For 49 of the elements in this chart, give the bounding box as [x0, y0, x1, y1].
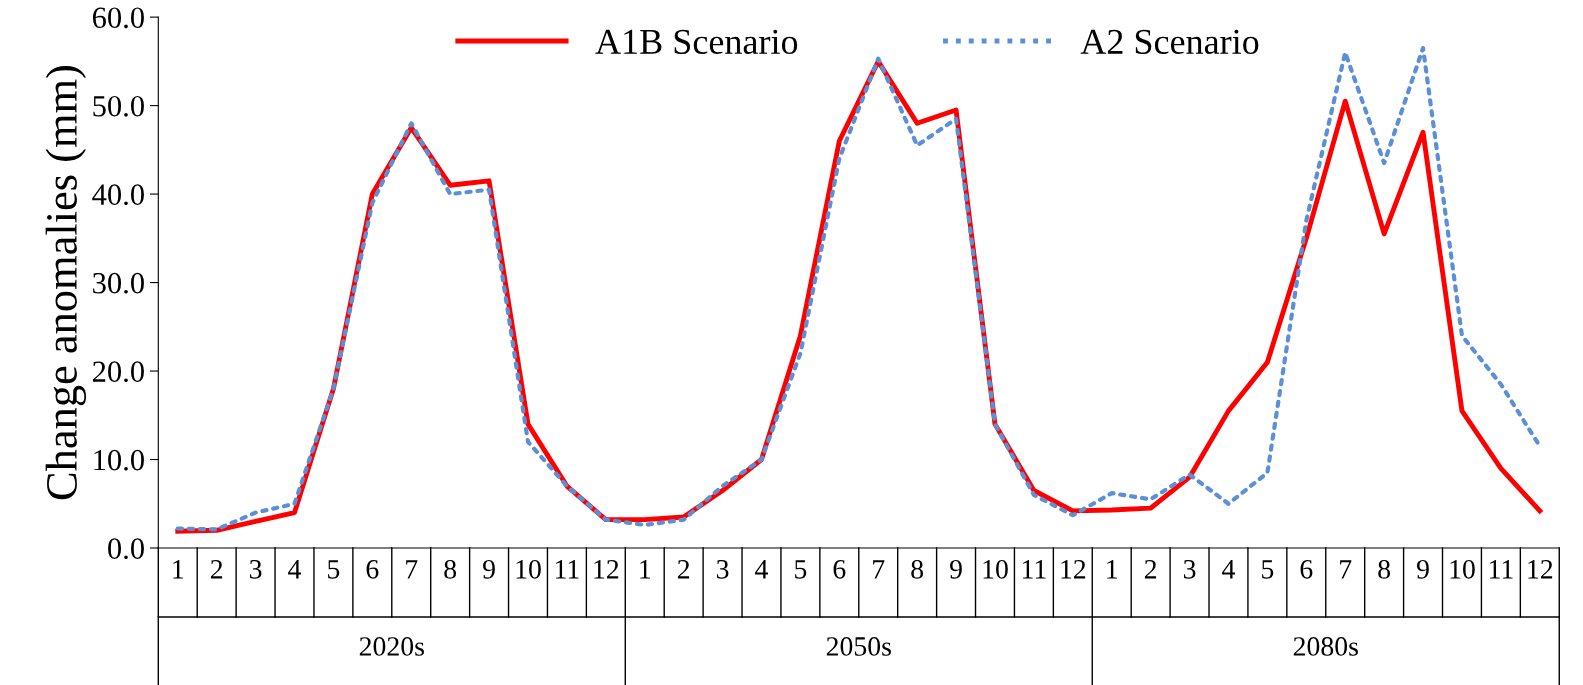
- x-tick-label: 3: [1183, 559, 1196, 579]
- text: 2020s: [359, 637, 424, 656]
- x-tick-label: 9: [950, 559, 962, 579]
- x-tick-label: 8: [911, 559, 924, 579]
- x-tick-label: 10: [1450, 559, 1475, 579]
- x-tick-label: 7: [1340, 560, 1352, 579]
- x-tick-label: 5: [795, 560, 807, 579]
- x-tick-label: 9: [1417, 559, 1429, 579]
- legend-label: A2 Scenario: [1080, 29, 1259, 55]
- y-tick-label: 30.0: [93, 272, 144, 294]
- legend-label: A1B Scenario: [595, 29, 798, 55]
- text: 2050s: [826, 637, 891, 656]
- y-tick-label: 40.0: [92, 184, 144, 206]
- x-tick-label: 12: [1061, 559, 1086, 579]
- y-tick-label: 50.0: [93, 95, 144, 117]
- x-tick-label: 5: [328, 560, 340, 579]
- x-tick-label: 9: [483, 559, 495, 579]
- x-tick-label: 3: [716, 559, 729, 579]
- x-tick-label: 11: [555, 560, 579, 579]
- x-tick-label: 10: [983, 559, 1008, 579]
- x-tick-label: 7: [406, 560, 418, 579]
- x-tick-label: 8: [1378, 559, 1391, 579]
- x-tick-label: 2: [1144, 559, 1157, 579]
- x-tick-label: 6: [366, 559, 379, 579]
- y-tick-label: 20.0: [92, 361, 144, 383]
- x-tick-label: 11: [1489, 560, 1513, 579]
- x-tick-label: 6: [833, 559, 846, 579]
- x-tick-label: 1: [1107, 560, 1118, 579]
- x-tick-label: 1: [640, 560, 651, 579]
- x-tick-label: 8: [444, 559, 457, 579]
- x-tick-label: 2: [210, 559, 223, 579]
- y-tick-label: 60.0: [92, 7, 144, 29]
- x-tick-label: 10: [516, 559, 541, 579]
- x-tick-label: 4: [755, 560, 768, 579]
- y-axis-title: Change anomalies (mm): [45, 66, 87, 500]
- x-tick-label: 1: [173, 560, 184, 579]
- x-tick-label: 11: [1022, 560, 1046, 579]
- x-tick-label: 12: [594, 559, 619, 579]
- x-tick-label: 5: [1262, 560, 1274, 579]
- text: 2080s: [1293, 637, 1358, 656]
- x-tick-label: 7: [873, 560, 885, 579]
- y-tick-label: 0.0: [108, 538, 144, 560]
- y-tick-label: 10.0: [94, 449, 144, 471]
- x-tick-label: 4: [1222, 560, 1235, 579]
- x-tick-label: 6: [1300, 559, 1313, 579]
- x-tick-label: 2: [677, 559, 690, 579]
- x-tick-label: 12: [1528, 559, 1553, 579]
- x-tick-label: 3: [249, 559, 262, 579]
- x-tick-label: 4: [288, 560, 302, 579]
